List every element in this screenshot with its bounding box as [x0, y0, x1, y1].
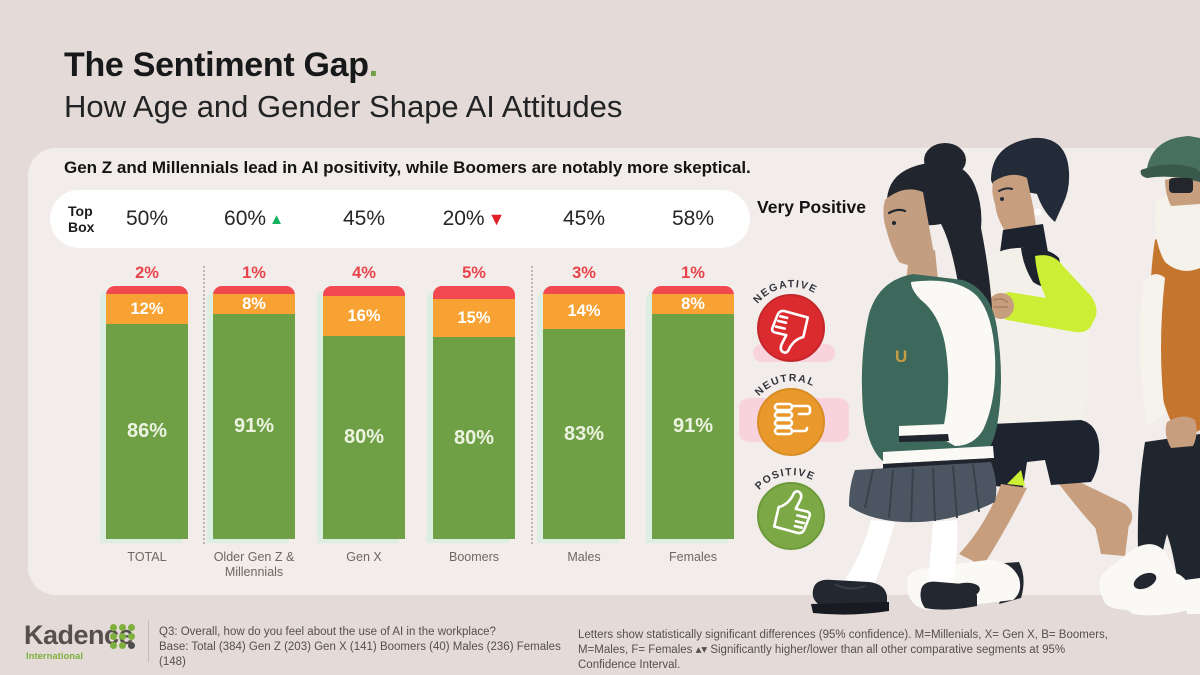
topbox-value-0: 50% — [125, 207, 169, 230]
positive-circle — [757, 482, 825, 550]
page-title: The Sentiment Gap. — [64, 46, 378, 85]
topbox-value-2: 45% — [342, 207, 386, 230]
legend-neutral-badge: NEUTRAL — [751, 367, 825, 456]
jacket-letter: U — [895, 347, 907, 366]
chart-divider-gender — [531, 266, 533, 544]
insight-text: Gen Z and Millennials lead in AI positiv… — [64, 158, 751, 177]
topbox-value-5: 58% — [671, 207, 715, 230]
kadence-logo-subtext: International — [26, 651, 84, 662]
thumbs-down-icon — [770, 309, 810, 354]
page-subtitle: How Age and Gender Shape AI Attitudes — [64, 89, 623, 124]
legend-positive-badge: POSITIVE — [751, 461, 825, 550]
footer-question: Q3: Overall, how do you feel about the u… — [159, 626, 496, 638]
footer-significance-note: Letters show statistically significant d… — [578, 629, 1108, 671]
topbox-value-4: 45% — [562, 207, 606, 230]
topbox-label: Top Box — [68, 203, 95, 235]
chart-divider-total — [203, 266, 205, 544]
topbox-value-1: 60% ▲ — [224, 207, 284, 230]
title-accent-dot: . — [368, 46, 378, 84]
significant-up-icon: ▲ — [269, 210, 284, 228]
legend-negative-badge: NEGATIVE — [749, 273, 825, 362]
footer-question-base: Q3: Overall, how do you feel about the u… — [159, 625, 574, 670]
topbox-pill: Top Box 50% 60% ▲ 45% 20% ▼ 45% 58% — [50, 190, 750, 248]
page-title-text: The Sentiment Gap — [64, 46, 369, 84]
kadence-logo-dots-icon — [110, 624, 137, 651]
negative-circle — [757, 294, 825, 362]
woman-figure: U — [811, 143, 1001, 615]
old-man-figure — [1124, 136, 1200, 616]
footer-base: Base: Total (384) Gen Z (203) Gen X (141… — [159, 641, 561, 668]
significant-down-icon: ▼ — [487, 208, 506, 229]
thumbs-up-icon — [772, 490, 812, 535]
footer-divider — [148, 620, 149, 662]
topbox-value-3: 20% ▼ — [442, 207, 506, 230]
people-illustration: U — [811, 136, 1200, 616]
topbox-scale-label: Very Positive — [757, 197, 866, 217]
neutral-fist-icon — [773, 402, 812, 436]
